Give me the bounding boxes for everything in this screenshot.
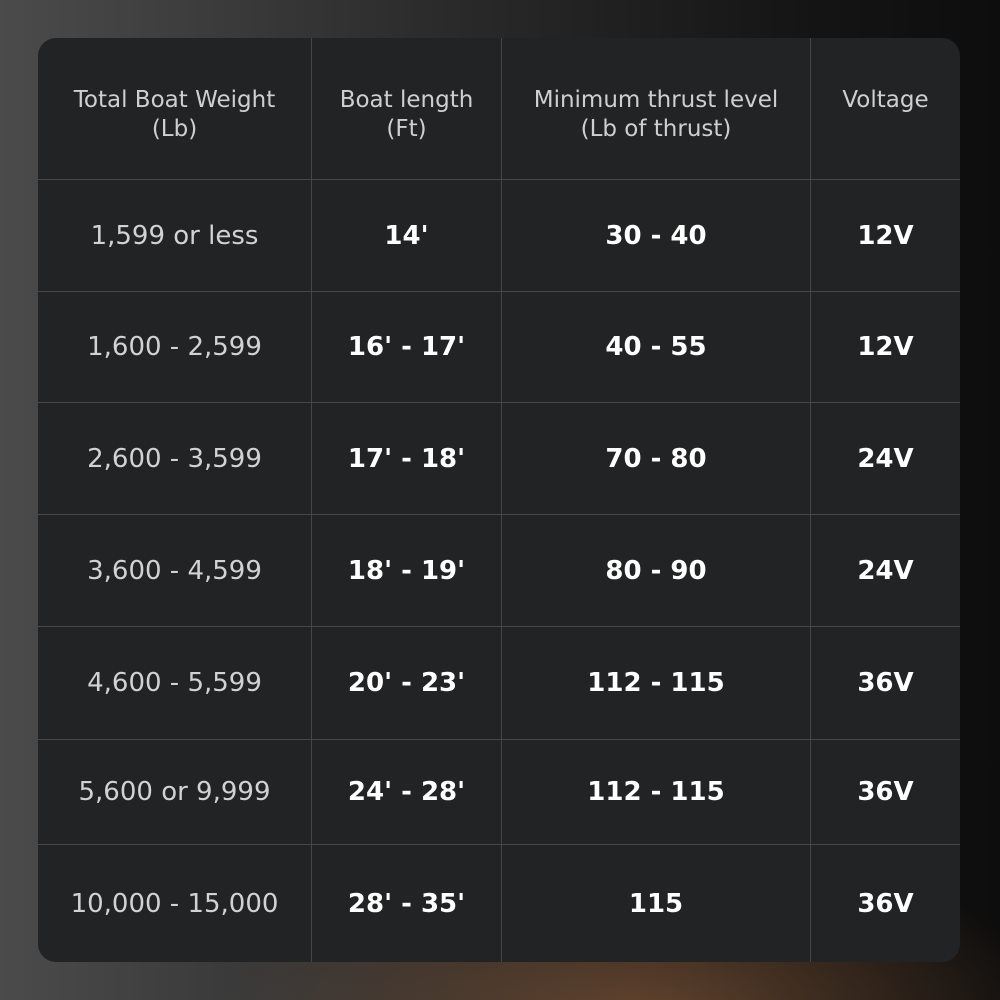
header-text: Minimum thrust level bbox=[533, 87, 779, 113]
table-cell: 18' - 19' bbox=[312, 515, 502, 627]
table-cell: 17' - 18' bbox=[312, 403, 502, 515]
table-cell: 36V bbox=[811, 845, 960, 962]
header-text: (Ft) bbox=[386, 116, 427, 142]
header-text: Voltage bbox=[842, 87, 929, 113]
cell-text: 28' - 35' bbox=[347, 888, 466, 919]
table-cell: 24V bbox=[811, 515, 960, 627]
table-cell: 10,000 - 15,000 bbox=[38, 845, 312, 962]
cell-text: 40 - 55 bbox=[605, 332, 707, 362]
header-cell: Voltage bbox=[811, 38, 960, 180]
table: Total Boat Weight (Lb) Boat length (Ft) Mini… bbox=[38, 38, 960, 962]
table-cell: 30 - 40 bbox=[502, 180, 811, 292]
table-cell: 3,600 - 4,599 bbox=[38, 515, 312, 627]
cell-text: 12V bbox=[857, 332, 914, 362]
cell-text: 10,000 - 15,000 bbox=[70, 888, 279, 919]
table-cell: 36V bbox=[811, 740, 960, 845]
table-cell: 1,600 - 2,599 bbox=[38, 292, 312, 403]
header-cell: Minimum thrust level (Lb of thrust) bbox=[502, 38, 811, 180]
table-cell: 12V bbox=[811, 180, 960, 292]
cell-text: 30 - 40 bbox=[605, 220, 707, 251]
cell-text: 4,600 - 5,599 bbox=[87, 668, 262, 698]
cell-text: 17' - 18' bbox=[347, 443, 466, 474]
cell-text: 36V bbox=[857, 888, 914, 919]
table-cell: 14' bbox=[312, 180, 502, 292]
cell-text: 24' - 28' bbox=[347, 777, 466, 807]
cell-text: 16' - 17' bbox=[347, 332, 466, 362]
cell-text: 5,600 or 9,999 bbox=[78, 777, 271, 807]
cell-text: 18' - 19' bbox=[347, 555, 466, 586]
table-cell: 5,600 or 9,999 bbox=[38, 740, 312, 845]
cell-text: 14' bbox=[384, 220, 429, 251]
table-cell: 24' - 28' bbox=[312, 740, 502, 845]
table-cell: 12V bbox=[811, 292, 960, 403]
cell-text: 70 - 80 bbox=[605, 443, 707, 474]
cell-text: 12V bbox=[857, 220, 914, 251]
cell-text: 80 - 90 bbox=[605, 555, 707, 586]
cell-text: 24V bbox=[857, 443, 914, 474]
cell-text: 115 bbox=[628, 888, 684, 919]
table-cell: 28' - 35' bbox=[312, 845, 502, 962]
header-cell: Total Boat Weight (Lb) bbox=[38, 38, 312, 180]
table-cell: 16' - 17' bbox=[312, 292, 502, 403]
table-cell: 1,599 or less bbox=[38, 180, 312, 292]
header-text: Boat length bbox=[339, 87, 474, 113]
header-text: Total Boat Weight bbox=[73, 87, 276, 113]
table-cell: 4,600 - 5,599 bbox=[38, 627, 312, 740]
header-text: (Lb of thrust) bbox=[580, 116, 732, 142]
table-cell: 20' - 23' bbox=[312, 627, 502, 740]
header-text: (Lb) bbox=[151, 116, 198, 142]
cell-text: 2,600 - 3,599 bbox=[87, 443, 262, 474]
cell-text: 112 - 115 bbox=[587, 668, 725, 698]
cell-text: 36V bbox=[857, 668, 914, 698]
table-cell: 112 - 115 bbox=[502, 627, 811, 740]
table-cell: 40 - 55 bbox=[502, 292, 811, 403]
table-cell: 80 - 90 bbox=[502, 515, 811, 627]
header-cell: Boat length (Ft) bbox=[312, 38, 502, 180]
table-cell: 24V bbox=[811, 403, 960, 515]
cell-text: 1,600 - 2,599 bbox=[87, 332, 262, 362]
cell-text: 112 - 115 bbox=[587, 777, 725, 807]
table-cell: 36V bbox=[811, 627, 960, 740]
cell-text: 24V bbox=[857, 555, 914, 586]
table-cell: 70 - 80 bbox=[502, 403, 811, 515]
table-cell: 115 bbox=[502, 845, 811, 962]
cell-text: 1,599 or less bbox=[90, 220, 259, 251]
cell-text: 36V bbox=[857, 777, 914, 807]
table-cell: 2,600 - 3,599 bbox=[38, 403, 312, 515]
table-cell: 112 - 115 bbox=[502, 740, 811, 845]
cell-text: 20' - 23' bbox=[347, 668, 466, 698]
cell-text: 3,600 - 4,599 bbox=[87, 555, 262, 586]
